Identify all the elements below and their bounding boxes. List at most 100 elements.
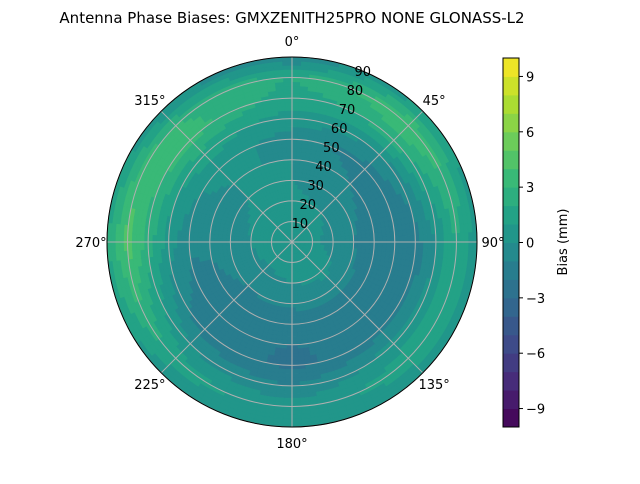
contour-cell bbox=[292, 102, 299, 106]
contour-cell bbox=[292, 345, 298, 349]
contour-cell bbox=[193, 242, 197, 247]
contour-cell bbox=[283, 328, 288, 332]
contour-cell bbox=[193, 247, 197, 252]
contour-cell bbox=[197, 242, 201, 247]
contour-cell bbox=[292, 414, 301, 418]
contour-cell bbox=[292, 172, 296, 176]
contour-cell bbox=[411, 236, 415, 242]
contour-cell bbox=[345, 236, 349, 239]
contour-cell bbox=[283, 410, 292, 414]
contour-cell bbox=[423, 242, 427, 249]
contour-cell bbox=[292, 332, 297, 336]
contour-cell bbox=[391, 242, 395, 247]
contour-cell bbox=[218, 238, 222, 242]
contour-cell bbox=[185, 242, 189, 248]
contour-cell bbox=[292, 324, 297, 328]
contour-cell bbox=[297, 148, 302, 152]
contour-cell bbox=[292, 357, 298, 361]
contour-cell bbox=[440, 242, 444, 250]
contour-cell bbox=[181, 242, 185, 248]
contour-cell bbox=[407, 242, 411, 248]
contour-cell bbox=[181, 236, 185, 242]
contour-cell bbox=[464, 233, 468, 242]
contour-cell bbox=[292, 69, 301, 73]
contour-cell bbox=[378, 237, 382, 242]
contour-cell bbox=[222, 242, 226, 246]
contour-cell bbox=[469, 242, 473, 251]
contour-cell bbox=[292, 328, 297, 332]
contour-cell bbox=[193, 232, 197, 237]
contour-cell bbox=[366, 238, 370, 242]
contour-cell bbox=[297, 332, 302, 336]
contour-cell bbox=[382, 232, 386, 237]
contour-cell bbox=[119, 242, 123, 251]
contour-cell bbox=[292, 349, 298, 353]
contour-cell bbox=[288, 312, 292, 316]
contour-cell bbox=[292, 369, 299, 373]
contour-cell bbox=[292, 304, 295, 308]
contour-cell bbox=[292, 110, 299, 114]
contour-cell bbox=[285, 377, 292, 381]
contour-cell bbox=[382, 247, 386, 252]
contour-cell bbox=[177, 236, 181, 242]
contour-cell bbox=[292, 86, 300, 90]
contour-cell bbox=[111, 242, 115, 251]
contour-cell bbox=[286, 357, 292, 361]
contour-cell bbox=[140, 242, 144, 250]
contour-cell bbox=[287, 341, 292, 345]
contour-cell bbox=[292, 164, 296, 168]
contour-cell bbox=[185, 236, 189, 242]
contour-cell bbox=[370, 242, 374, 246]
contour-cell bbox=[296, 312, 300, 316]
contour-cell bbox=[378, 233, 382, 238]
contour-cell bbox=[362, 242, 366, 246]
contour-cell bbox=[289, 304, 292, 308]
contour-cell bbox=[419, 235, 423, 242]
contour-cell bbox=[173, 236, 177, 242]
contour-cell bbox=[358, 242, 362, 246]
contour-cell bbox=[210, 242, 214, 246]
contour-cell bbox=[382, 242, 386, 247]
contour-cell bbox=[292, 119, 298, 123]
contour-cell bbox=[288, 316, 292, 320]
contour-cell bbox=[292, 152, 297, 156]
contour-cell bbox=[469, 233, 473, 242]
contour-cell bbox=[283, 414, 292, 418]
contour-cell bbox=[222, 238, 226, 242]
contour-cell bbox=[292, 308, 296, 312]
contour-cell bbox=[292, 410, 301, 414]
contour-cell bbox=[354, 239, 358, 242]
contour-cell bbox=[193, 237, 197, 242]
contour-cell bbox=[297, 328, 302, 332]
contour-cell bbox=[358, 238, 362, 242]
contour-cell bbox=[282, 332, 287, 336]
contour-cell bbox=[395, 236, 399, 242]
contour-cell bbox=[292, 312, 296, 316]
contour-cell bbox=[206, 237, 210, 242]
contour-cell bbox=[284, 398, 292, 402]
contour-cell bbox=[286, 353, 292, 357]
contour-cell bbox=[370, 238, 374, 242]
contour-cell bbox=[202, 237, 206, 242]
contour-cell bbox=[198, 247, 202, 252]
contour-cell bbox=[177, 242, 181, 248]
contour-cell bbox=[399, 242, 403, 248]
contour-cell bbox=[292, 373, 299, 377]
contour-cell bbox=[292, 147, 297, 151]
contour-cell bbox=[292, 377, 299, 381]
contour-cell bbox=[197, 237, 201, 242]
contour-cell bbox=[160, 235, 164, 242]
contour-cell bbox=[140, 234, 144, 242]
contour-cell bbox=[386, 237, 390, 242]
contour-cell bbox=[366, 234, 370, 238]
contour-cell bbox=[432, 242, 436, 250]
contour-cell bbox=[297, 152, 302, 156]
contour-cell bbox=[292, 419, 301, 423]
contour-cell bbox=[292, 143, 297, 147]
contour-cell bbox=[295, 307, 299, 311]
contour-cell bbox=[391, 237, 395, 242]
contour-cell bbox=[378, 247, 382, 252]
contour-cell bbox=[444, 234, 448, 242]
contour-cell bbox=[292, 168, 296, 172]
